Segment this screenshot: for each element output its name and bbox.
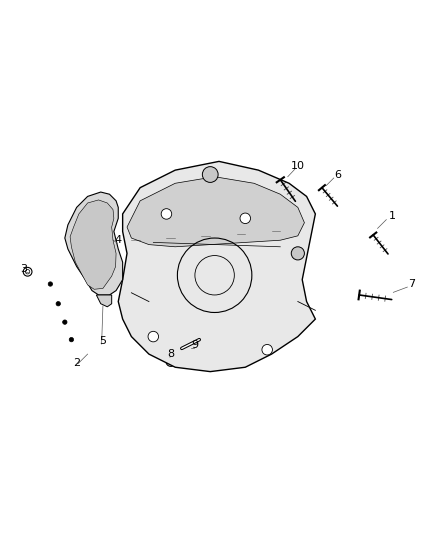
Circle shape	[291, 247, 304, 260]
Circle shape	[63, 320, 67, 324]
Polygon shape	[118, 161, 315, 372]
Text: 9: 9	[191, 341, 198, 350]
Circle shape	[161, 209, 172, 219]
Polygon shape	[127, 177, 304, 247]
Text: 7: 7	[408, 279, 415, 289]
Text: 2: 2	[73, 358, 80, 368]
Polygon shape	[70, 200, 116, 289]
Circle shape	[240, 213, 251, 223]
Text: 1: 1	[389, 211, 396, 221]
Text: 3: 3	[21, 264, 28, 273]
Circle shape	[56, 302, 60, 306]
Circle shape	[202, 167, 218, 182]
Text: 10: 10	[291, 161, 305, 171]
Circle shape	[262, 344, 272, 355]
Text: 4: 4	[115, 235, 122, 245]
Text: 6: 6	[334, 169, 341, 180]
Text: 5: 5	[99, 336, 106, 346]
Circle shape	[148, 332, 159, 342]
Circle shape	[48, 282, 53, 286]
Polygon shape	[96, 295, 112, 307]
Polygon shape	[65, 192, 123, 295]
Text: 8: 8	[167, 349, 174, 359]
Circle shape	[69, 337, 74, 342]
